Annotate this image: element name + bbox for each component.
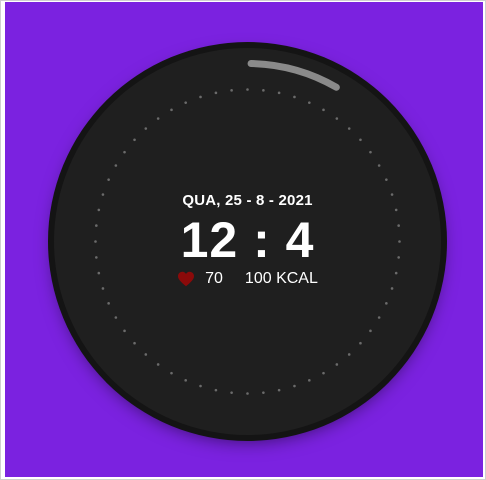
dial-dot bbox=[199, 384, 202, 388]
dial-dot bbox=[246, 392, 249, 395]
date-label: QUA, 25 - 8 - 2021 bbox=[182, 192, 313, 209]
dial-dot bbox=[184, 379, 187, 382]
health-stats: 70 100 KCAL bbox=[54, 269, 441, 289]
dial-dot bbox=[394, 208, 398, 212]
dial-dot bbox=[133, 138, 136, 142]
smartwatch-face: QUA, 25 - 8 - 2021 12 : 4 70 100 KCAL bbox=[54, 48, 441, 435]
dial-dot bbox=[114, 164, 118, 167]
dial-dot bbox=[308, 379, 311, 382]
dial-dot bbox=[156, 363, 160, 366]
dial-dot bbox=[95, 224, 98, 227]
dial-dot bbox=[230, 391, 233, 394]
dial-dot bbox=[123, 329, 126, 333]
dial-dot bbox=[397, 256, 400, 259]
dial-dot bbox=[394, 271, 398, 275]
dial-dot bbox=[262, 89, 265, 92]
dial-dot bbox=[262, 391, 265, 394]
dial-dot bbox=[94, 240, 97, 243]
dial-dot bbox=[359, 138, 362, 142]
dial-dot bbox=[322, 371, 325, 375]
dial-dot bbox=[170, 371, 173, 375]
dial-dot bbox=[335, 117, 339, 120]
dial-dot bbox=[369, 150, 372, 154]
dial-dot bbox=[390, 193, 394, 196]
progress-arc bbox=[247, 60, 340, 91]
dial-dot bbox=[347, 353, 351, 356]
dial-dot bbox=[335, 363, 339, 366]
dial-dot bbox=[359, 341, 362, 345]
dial-dot bbox=[95, 256, 98, 259]
dial-dot bbox=[133, 341, 136, 345]
watch-info: QUA, 25 - 8 - 2021 12 : 4 70 100 KCAL bbox=[54, 191, 441, 289]
dial-dot bbox=[107, 178, 110, 181]
dial-dot bbox=[293, 384, 296, 388]
dial-dot bbox=[156, 117, 160, 120]
app-background: QUA, 25 - 8 - 2021 12 : 4 70 100 KCAL bbox=[5, 2, 483, 477]
dial-dot bbox=[277, 388, 281, 392]
dial-tick-dots bbox=[94, 88, 401, 395]
dial-dot bbox=[293, 95, 296, 99]
dial-dot bbox=[97, 271, 101, 275]
dial-dot bbox=[377, 316, 381, 319]
dial-dot bbox=[385, 302, 388, 305]
dial-dot bbox=[144, 353, 148, 356]
heart-rate-value: 70 bbox=[205, 270, 223, 287]
dial-dot bbox=[277, 91, 281, 95]
dial-dot bbox=[322, 108, 325, 112]
dial-dot bbox=[199, 95, 202, 99]
dial-dot bbox=[246, 88, 249, 91]
dial-dot bbox=[170, 108, 173, 112]
dial-dot bbox=[377, 164, 381, 167]
dial-dot bbox=[101, 287, 105, 290]
dial-dot bbox=[184, 101, 187, 104]
dial-dot bbox=[214, 91, 218, 95]
dial-dot bbox=[97, 208, 101, 212]
dial-dot bbox=[347, 127, 351, 130]
dial-dot bbox=[398, 240, 401, 243]
dial-dot bbox=[230, 89, 233, 92]
dial-dot bbox=[114, 316, 118, 319]
dial-dot bbox=[214, 388, 218, 392]
dial-dot bbox=[123, 150, 126, 154]
dial-dot bbox=[144, 127, 148, 130]
heart-icon bbox=[178, 271, 195, 287]
watch-dial bbox=[94, 60, 401, 395]
dial-dot bbox=[308, 101, 311, 104]
dial-dot bbox=[390, 287, 394, 290]
calories-value: 100 KCAL bbox=[244, 270, 318, 287]
dial-dot bbox=[107, 302, 110, 305]
dial-dot bbox=[385, 178, 388, 181]
dial-dot bbox=[397, 224, 400, 227]
time-display: 12 : 4 bbox=[180, 212, 315, 268]
dial-dot bbox=[101, 193, 105, 196]
dial-dot bbox=[369, 329, 372, 333]
